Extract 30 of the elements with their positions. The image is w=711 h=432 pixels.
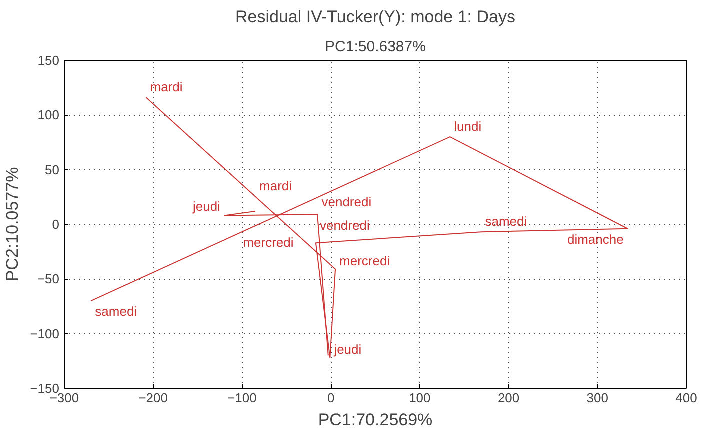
annotation: mardi — [260, 178, 292, 194]
chart-title: Residual IV-Tucker(Y): mode 1: Days — [236, 8, 516, 26]
annotation: jeudi — [333, 342, 362, 358]
line-series — [90, 97, 628, 358]
x-axis-title: PC1:70.2569% — [318, 410, 433, 430]
annotation: samedi — [485, 214, 528, 230]
x-tick-label: 300 — [586, 390, 608, 406]
x-tick-label: −200 — [138, 390, 168, 406]
y-tick-label: −100 — [30, 326, 60, 342]
y-tick-label: 0 — [52, 217, 60, 232]
annotation: vendredi — [320, 218, 370, 234]
x-tick-label: 100 — [409, 390, 431, 406]
y-axis-title: PC2:10.0577% — [3, 167, 22, 282]
y-tick-label: 50 — [45, 162, 60, 178]
annotation: mardi — [150, 80, 183, 95]
x-tick-label: 200 — [498, 390, 520, 406]
x-tick-label: 400 — [676, 390, 698, 406]
y-tick-label: 150 — [38, 53, 60, 68]
y-tick-label: 100 — [38, 108, 60, 123]
annotation: mercredi — [243, 234, 294, 250]
annotation: mercredi — [340, 254, 390, 269]
x-tick-label: 0 — [327, 390, 335, 406]
annotation: lundi — [454, 119, 482, 134]
x-tick-label: −100 — [228, 390, 257, 406]
y-tick-label: −50 — [37, 272, 60, 287]
annotation: samedi — [95, 304, 138, 320]
annotation: dimanche — [567, 232, 624, 247]
annotation: jeudi — [192, 198, 221, 214]
annotation: vendredi — [322, 194, 372, 210]
chart-subtitle: PC1:50.6387% — [325, 38, 426, 56]
